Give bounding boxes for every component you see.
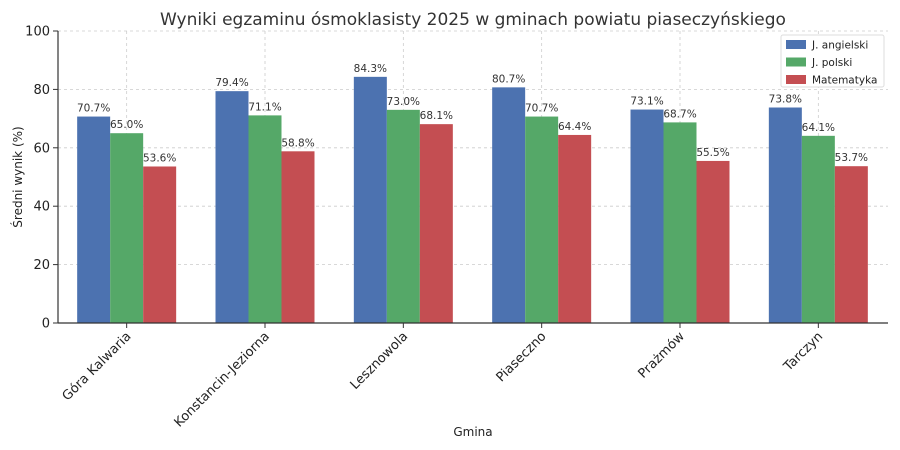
bar <box>386 109 420 323</box>
bar <box>558 134 592 323</box>
legend-label: Matematyka <box>812 75 877 87</box>
bar <box>248 115 282 323</box>
legend-label: J. angielski <box>811 40 868 52</box>
data-label: 64.4% <box>558 121 591 133</box>
y-tick-label: 100 <box>25 25 50 40</box>
y-tick-label: 0 <box>42 317 50 332</box>
y-tick-label: 60 <box>33 141 50 156</box>
legend-swatch <box>786 75 806 84</box>
data-label: 73.8% <box>769 94 802 106</box>
grid-lines <box>58 30 888 323</box>
x-tick-label: Lesznowola <box>348 329 412 393</box>
y-tick-label: 20 <box>33 258 50 273</box>
data-label: 73.0% <box>387 96 420 108</box>
bar <box>143 166 177 323</box>
data-labels: 70.7%65.0%53.6%79.4%71.1%58.8%84.3%73.0%… <box>77 63 868 165</box>
legend-box <box>780 34 885 88</box>
data-label: 71.1% <box>248 101 281 113</box>
bar <box>696 160 730 323</box>
x-tick-label: Konstancin-Jeziorna <box>172 329 273 430</box>
data-label: 80.7% <box>492 73 525 85</box>
bar <box>834 166 868 323</box>
data-label: 58.8% <box>281 137 314 149</box>
data-label: 70.7% <box>525 103 558 115</box>
data-label: 68.1% <box>420 110 453 122</box>
data-label: 53.6% <box>143 152 176 164</box>
y-tick-label: 40 <box>33 200 50 215</box>
legend-swatch <box>786 40 806 49</box>
chart-title: Wyniki egzaminu ósmoklasisty 2025 w gmin… <box>160 10 786 30</box>
bar <box>630 109 664 323</box>
data-label: 73.1% <box>630 96 663 108</box>
bar <box>419 124 453 323</box>
x-tick-labels: Góra Kalwaria Konstancin-Jeziorna Lesznowo… <box>60 323 826 430</box>
x-axis-label: Gmina <box>453 425 492 439</box>
axes <box>57 31 888 324</box>
bar <box>215 91 249 323</box>
data-label: 65.0% <box>110 119 143 131</box>
bars <box>77 76 868 324</box>
legend: J. angielski J. polski Matematyka <box>780 34 885 88</box>
x-tick-label: Tarczyn <box>780 329 826 375</box>
legend-swatch <box>786 57 806 67</box>
y-tick-labels: 0 20 40 60 80 100 <box>25 25 58 332</box>
data-label: 79.4% <box>215 77 248 89</box>
data-label: 68.7% <box>663 108 696 120</box>
bar <box>492 87 526 323</box>
y-tick-label: 80 <box>33 83 50 98</box>
bar <box>525 116 559 323</box>
x-tick-label: Prażmów <box>636 329 689 382</box>
data-label: 55.5% <box>696 147 729 159</box>
data-label: 53.7% <box>835 152 868 164</box>
bar <box>77 116 111 323</box>
data-label: 84.3% <box>354 63 387 75</box>
bar <box>281 151 315 323</box>
data-label: 70.7% <box>77 103 110 115</box>
bar <box>768 107 802 323</box>
bar <box>801 135 835 323</box>
x-tick-label: Piaseczno <box>494 329 550 385</box>
bar <box>663 122 697 323</box>
legend-label: J. polski <box>811 57 852 69</box>
y-axis-label: Średni wynik (%) <box>10 126 25 227</box>
x-tick-label: Góra Kalwaria <box>60 329 135 404</box>
bar <box>353 76 387 324</box>
data-label: 64.1% <box>802 122 835 134</box>
bar <box>110 133 144 323</box>
